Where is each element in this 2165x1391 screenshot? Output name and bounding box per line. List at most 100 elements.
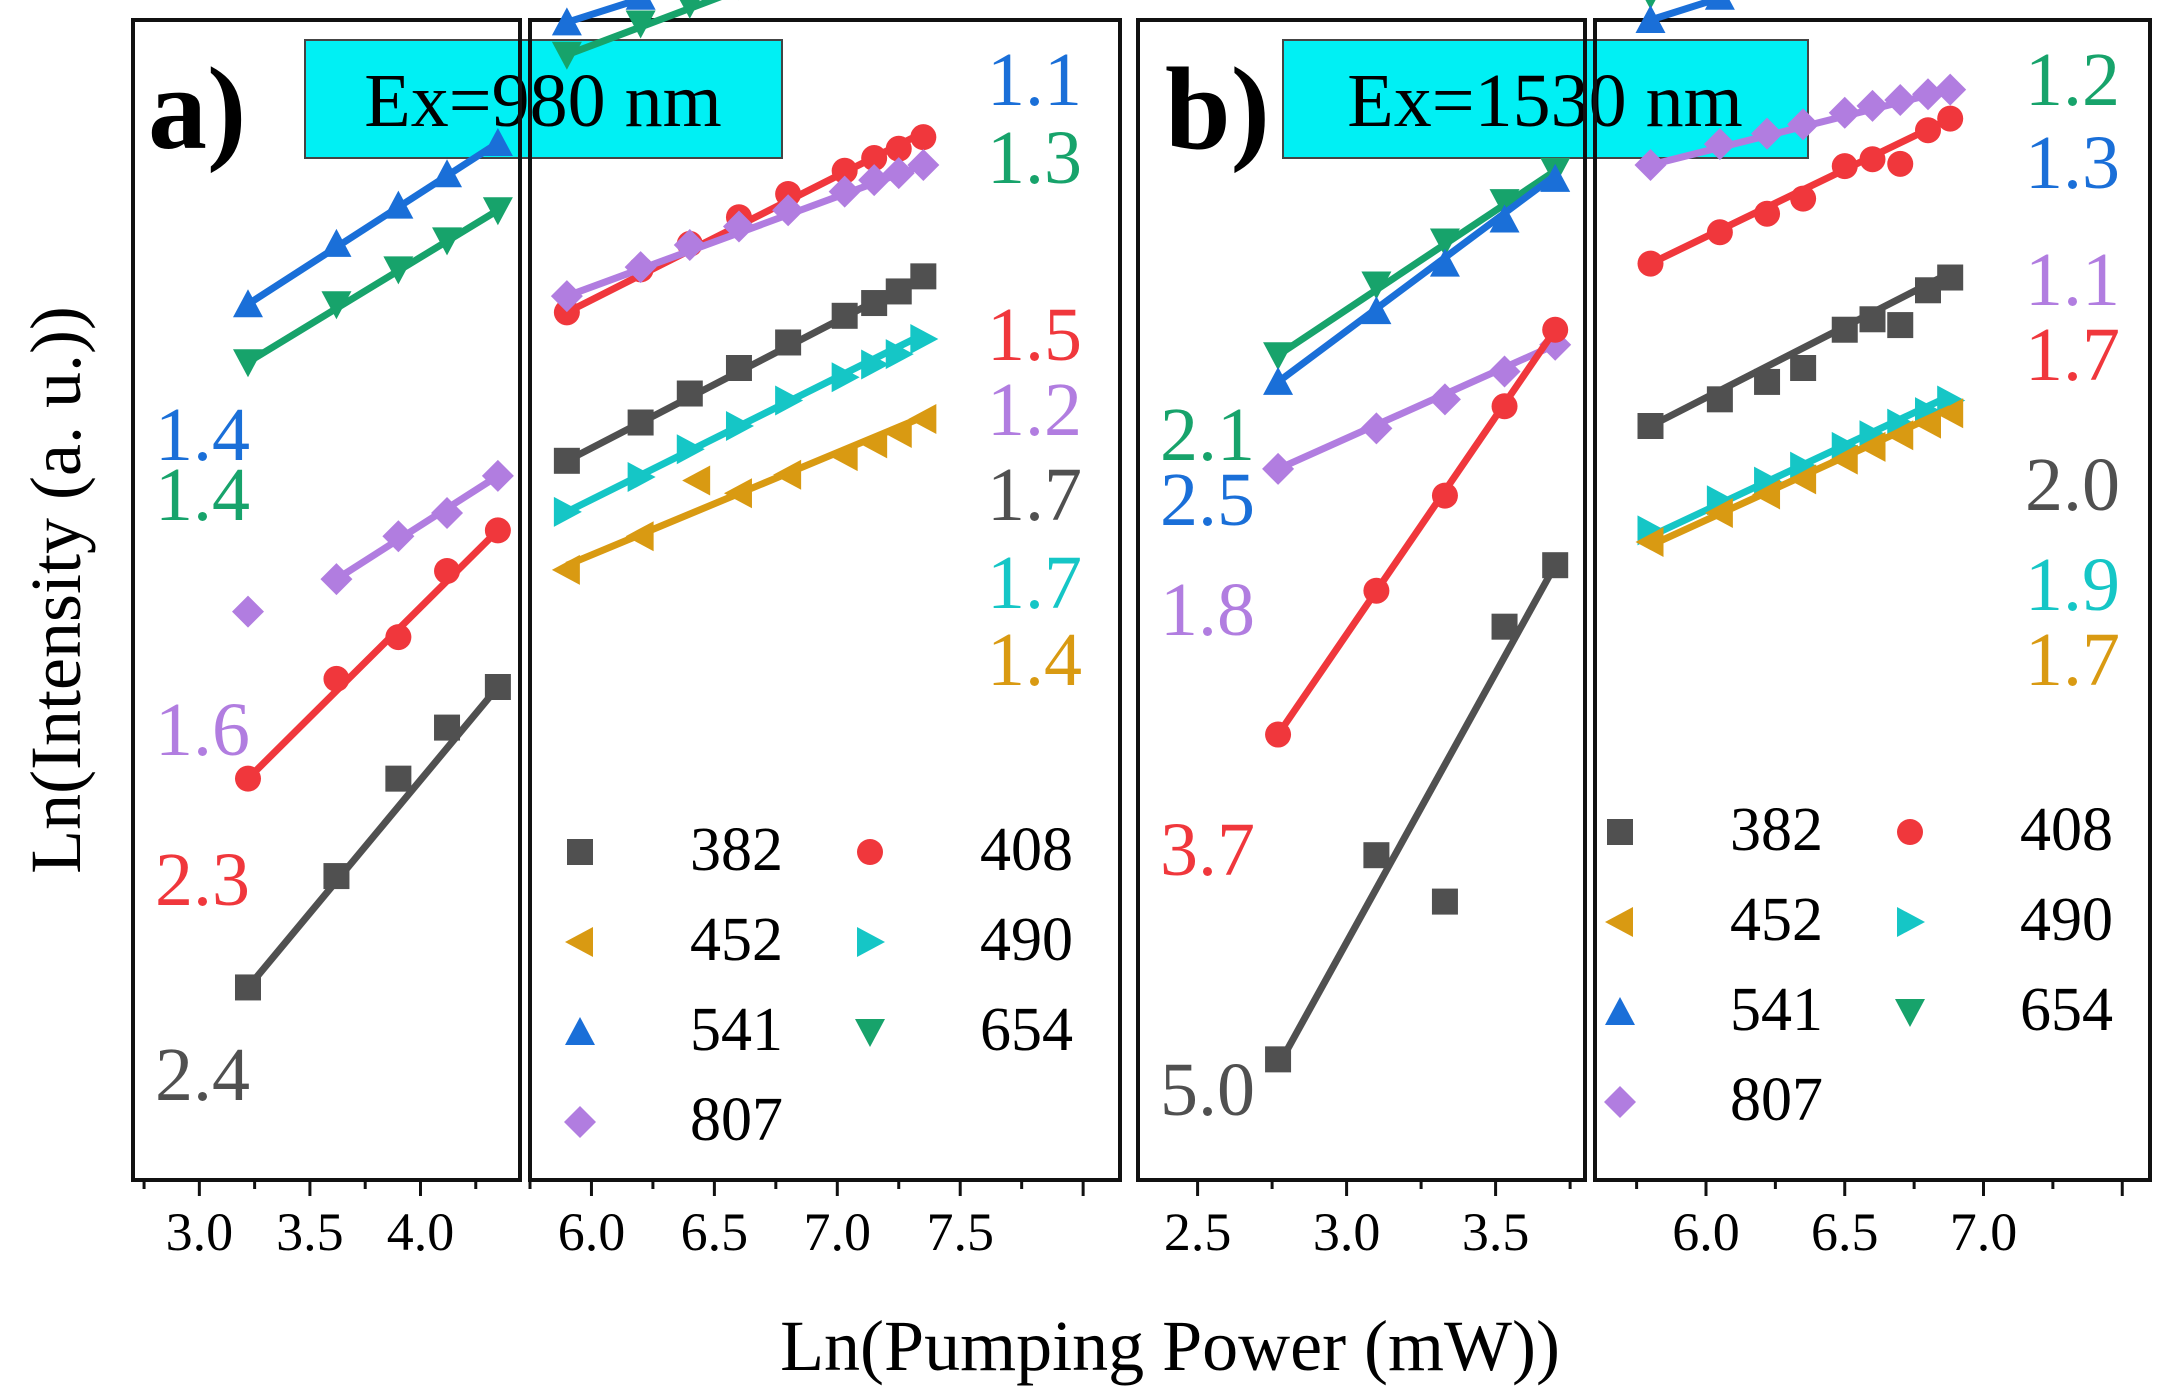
data-point-382 — [1265, 1046, 1292, 1073]
data-point-408 — [484, 517, 511, 544]
x-tick-label-a-left: 4.0 — [387, 1202, 455, 1262]
data-point-408 — [775, 181, 802, 207]
data-point-541 — [432, 159, 463, 188]
data-point-452 — [829, 441, 858, 472]
legend-marker-490 — [1897, 907, 1925, 937]
slope-label-654: 1.3 — [987, 116, 1082, 200]
data-point-807 — [1856, 89, 1889, 122]
data-point-654 — [1645, 0, 1656, 10]
data-point-490 — [861, 349, 890, 380]
data-point-807 — [1787, 108, 1820, 141]
data-point-408 — [1491, 393, 1518, 420]
legend-marker-382 — [1607, 819, 1633, 845]
subplot-b-left-frame — [1136, 18, 1587, 1182]
data-point-807 — [1428, 383, 1461, 416]
slope-label-541: 1.1 — [987, 38, 1082, 122]
x-tick-label-b-right: 6.0 — [1672, 1202, 1740, 1262]
data-point-807 — [382, 520, 415, 553]
slope-label-807: 1.8 — [1160, 568, 1255, 652]
slope-label-490: 1.9 — [2025, 543, 2120, 627]
data-point-654 — [625, 10, 656, 39]
data-point-452 — [1704, 498, 1733, 528]
legend-marker-541 — [565, 1017, 595, 1045]
data-point-541 — [625, 0, 656, 10]
legend-marker-541 — [1605, 997, 1635, 1025]
series-a-left-408: 2.3 — [155, 517, 511, 922]
data-point-382 — [1706, 386, 1733, 413]
series-b-right-382: 2.0 — [1637, 264, 2120, 527]
data-point-490 — [627, 462, 656, 493]
legend-marker-452 — [1605, 907, 1633, 937]
series-b-right-654: 1.2 — [1645, 0, 2120, 122]
data-point-452 — [859, 428, 888, 459]
data-point-408 — [1859, 146, 1886, 173]
legend-label-654: 654 — [980, 996, 1073, 1064]
x-tick-label-b-right: 6.5 — [1811, 1202, 1879, 1262]
legend-marker-408 — [1897, 819, 1923, 845]
data-point-807 — [1934, 73, 1967, 106]
data-point-382 — [885, 278, 912, 305]
data-point-408 — [1706, 219, 1733, 246]
panel-a-excitation-label: Ex=980 nm — [364, 59, 721, 143]
slope-label-807: 1.2 — [987, 368, 1082, 452]
data-point-807 — [882, 157, 915, 190]
series-a-left-654: 1.4 — [155, 197, 513, 537]
legend-label-408: 408 — [980, 816, 1073, 884]
fit-line-541 — [246, 140, 500, 308]
data-point-541 — [551, 7, 582, 36]
panel-a-label: a) — [148, 43, 246, 174]
slope-label-382: 2.0 — [2025, 443, 2120, 527]
data-point-382 — [385, 765, 412, 792]
data-point-452 — [1857, 431, 1886, 462]
data-point-490 — [910, 324, 939, 354]
data-point-408 — [1363, 577, 1390, 604]
data-point-382 — [434, 714, 461, 741]
data-point-654 — [1263, 342, 1294, 371]
slope-label-408: 2.3 — [155, 838, 250, 922]
data-point-490 — [1754, 466, 1783, 497]
x-tick-label-a-left: 3.5 — [276, 1202, 344, 1262]
slope-label-654: 1.2 — [2025, 38, 2120, 122]
legend-marker-807 — [564, 1106, 596, 1138]
data-point-807 — [431, 497, 464, 529]
slope-label-452: 1.7 — [2025, 618, 2120, 702]
data-point-807 — [907, 149, 940, 181]
data-point-541 — [1489, 204, 1520, 233]
data-point-452 — [1913, 408, 1941, 439]
data-point-408 — [1431, 482, 1458, 509]
data-point-408 — [1265, 721, 1292, 748]
data-point-490 — [1706, 485, 1735, 516]
fit-line-541 — [1649, 0, 1726, 24]
panel-b-label: b) — [1165, 43, 1270, 174]
legend-label-807: 807 — [690, 1086, 783, 1154]
legend-item-452: 452 — [1605, 886, 1823, 954]
legend-item-452: 452 — [565, 906, 783, 974]
data-point-452 — [682, 465, 711, 496]
data-point-452 — [625, 521, 654, 552]
slope-label-541: 2.5 — [1160, 458, 1255, 542]
legend-label-490: 490 — [980, 906, 1073, 974]
panel-a-excitation-box — [304, 39, 783, 159]
data-point-382 — [553, 447, 580, 474]
legend-item-654: 654 — [1895, 976, 2113, 1044]
data-point-382 — [323, 863, 350, 890]
data-point-654 — [232, 349, 263, 378]
data-point-490 — [775, 385, 804, 416]
data-point-490 — [885, 339, 914, 370]
subplot-b-left: 2.5 3.0 3.52.12.51.83.75.0 — [1136, 18, 1587, 1262]
slope-label-541: 1.4 — [155, 393, 250, 477]
data-point-382 — [725, 355, 752, 381]
slope-label-807: 1.6 — [155, 688, 250, 772]
x-tick-label-b-left: 3.0 — [1313, 1202, 1381, 1262]
series-b-right-452: 1.7 — [1635, 398, 2120, 702]
x-tick-label-a-right: 6.0 — [558, 1202, 626, 1262]
legend-item-382: 382 — [1607, 796, 1823, 864]
data-point-452 — [773, 459, 802, 490]
legend-label-452: 452 — [690, 906, 783, 974]
data-point-654 — [383, 256, 414, 285]
legend-label-490: 490 — [2020, 886, 2113, 954]
data-point-382 — [1542, 552, 1569, 579]
data-point-408 — [1915, 117, 1941, 144]
legend-label-654: 654 — [2020, 976, 2113, 1044]
